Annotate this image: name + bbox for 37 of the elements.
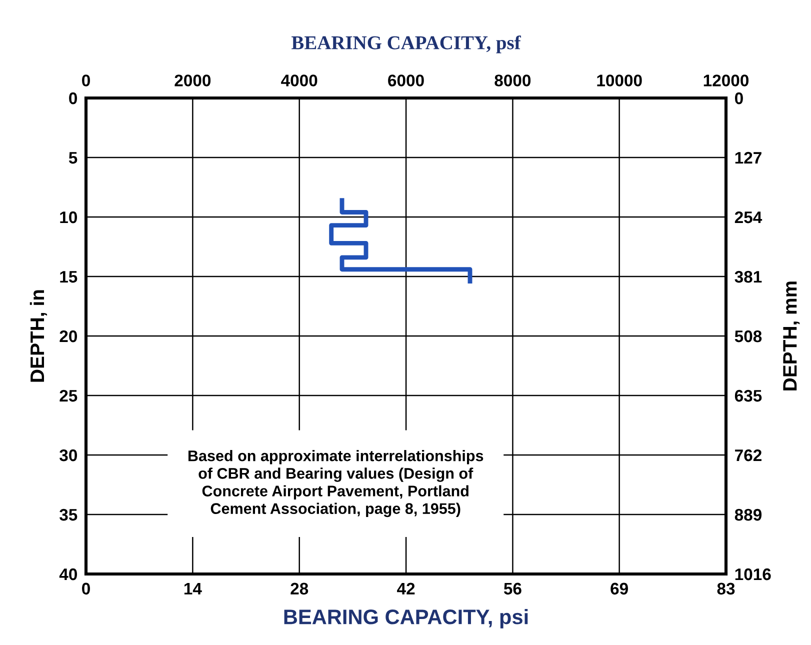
y-tick-label: 10 — [60, 211, 77, 224]
x2-tick-label: 8000 — [494, 74, 531, 86]
x2-tick-label: 10000 — [597, 74, 642, 86]
y2-axis-title: DEPTH, mm — [783, 282, 800, 390]
x2-tick-label: 2000 — [174, 74, 211, 86]
x-tick-label: 0 — [82, 582, 90, 595]
y-tick-label: 5 — [68, 152, 78, 164]
x-tick-label: 83 — [717, 582, 735, 595]
y-tick-label: 30 — [60, 449, 77, 462]
x2-axis-title: BEARING CAPACITY, psf — [292, 35, 521, 54]
x2-tick-label: 6000 — [388, 74, 424, 86]
y-tick-label: 25 — [60, 390, 78, 402]
y2-tick-label: 889 — [734, 508, 762, 521]
x-tick-label: 69 — [610, 582, 628, 595]
y2-tick-label: 381 — [734, 270, 762, 283]
annotation: Based on approximate interrelationships of CBR and Bearing values (Design of Concrete Airport Pavement, Portland Cement Association, page 8, 1955) — [188, 450, 484, 518]
x-axis-title: BEARING CAPACITY, psi — [284, 608, 528, 628]
x-tick-label: 14 — [184, 582, 202, 594]
x2-tick-label: 4000 — [281, 74, 318, 86]
y2-tick-label: 127 — [735, 152, 762, 164]
y2-tick-label: 635 — [734, 390, 762, 402]
x2-tick-label: 0 — [82, 74, 90, 86]
x-tick-label: 28 — [290, 582, 308, 595]
y-tick-label: 40 — [59, 568, 77, 580]
y-tick-label: 20 — [60, 330, 77, 342]
y2-tick-label: 762 — [735, 449, 762, 462]
y-tick-label: 15 — [60, 271, 78, 283]
y-tick-label: 0 — [69, 92, 77, 104]
y2-tick-label: 254 — [734, 211, 762, 224]
x-tick-label: 42 — [397, 582, 415, 594]
y2-tick-label: 508 — [734, 330, 762, 342]
y2-tick-label: 0 — [734, 92, 743, 104]
y2-tick-label: 1016 — [735, 568, 771, 580]
y-tick-label: 35 — [60, 508, 78, 521]
y-axis-title: DEPTH, in — [30, 290, 47, 382]
x-tick-label: 56 — [504, 582, 522, 595]
x2-tick-label: 12000 — [704, 74, 748, 86]
